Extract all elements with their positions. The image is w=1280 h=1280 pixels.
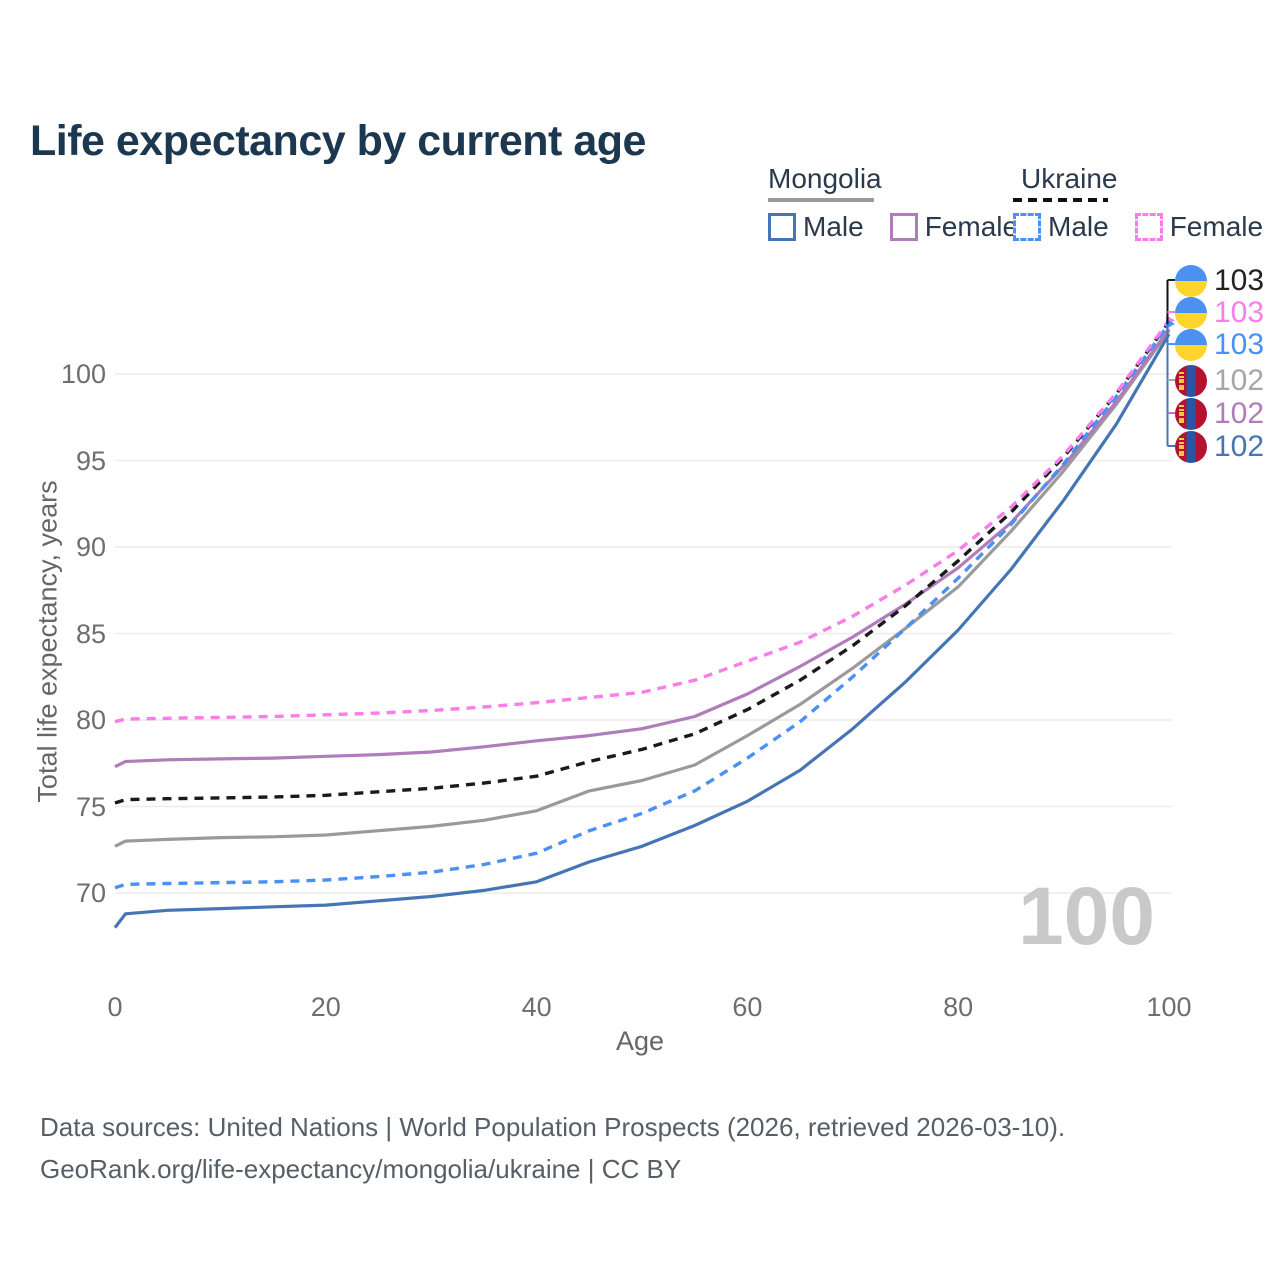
y-tick-label: 75	[75, 791, 106, 822]
series-line-mongolia-male	[113, 333, 1171, 929]
end-label-value: 103	[1214, 328, 1265, 361]
legend-label: Male	[1048, 211, 1109, 242]
ukraine-flag-icon	[1175, 265, 1207, 297]
end-label-row-ukraine-total: 103	[1175, 264, 1264, 298]
legend-underline-mongolia	[768, 198, 874, 202]
legend-label: Male	[803, 211, 864, 242]
series-line-ukraine-female	[114, 319, 1171, 724]
legend-country-ukraine: Ukraine	[1021, 163, 1118, 194]
x-tick-label: 80	[943, 992, 974, 1022]
legend-swatch-solid-purple	[889, 213, 918, 241]
soyombo-icon	[1179, 438, 1184, 456]
footer-attribution: Data sources: United Nations | World Pop…	[40, 1106, 1065, 1190]
mongolia-flag-icon	[1175, 398, 1207, 430]
ukraine-flag-icon	[1175, 297, 1207, 329]
y-tick-label: 95	[75, 445, 106, 476]
end-label-value: 103	[1214, 264, 1265, 297]
end-label-row-ukraine-male: 103	[1175, 328, 1264, 362]
x-axis-title: Age	[615, 1026, 665, 1056]
series-line-ukraine-total	[114, 321, 1171, 805]
legend-item-mongolia-female[interactable]: Female	[889, 211, 1019, 243]
end-label-value: 102	[1214, 364, 1265, 397]
end-label-value: 103	[1214, 296, 1265, 329]
ukraine-flag-icon	[1175, 329, 1207, 361]
legend-swatch-dashed-pink	[1134, 213, 1163, 241]
legend-group-mongolia: Mongolia Male Female	[768, 163, 1018, 243]
legend-country-mongolia: Mongolia	[768, 163, 882, 194]
x-tick-label: 20	[310, 992, 341, 1022]
end-label-row-ukraine-female: 103	[1175, 296, 1264, 330]
y-tick-label: 70	[75, 878, 106, 908]
x-tick-label: 100	[1146, 992, 1192, 1022]
end-label-row-mongolia-total: 102	[1175, 364, 1264, 398]
soyombo-icon	[1179, 372, 1184, 390]
mongolia-flag-icon	[1175, 431, 1207, 463]
series-line-ukraine-male	[114, 322, 1171, 890]
x-tick-label: 60	[732, 992, 763, 1022]
mongolia-flag-icon	[1175, 365, 1207, 397]
soyombo-icon	[1179, 405, 1184, 423]
end-label-row-mongolia-female: 102	[1175, 397, 1264, 431]
series-line-mongolia-female	[114, 328, 1171, 769]
y-tick-label: 80	[75, 705, 106, 735]
legend-item-ukraine-female[interactable]: Female	[1134, 211, 1264, 243]
legend-underline-ukraine	[1013, 198, 1108, 202]
footer-data-sources: Data sources: United Nations | World Pop…	[40, 1112, 1066, 1142]
footer-license: GeoRank.org/life-expectancy/mongolia/ukr…	[40, 1154, 682, 1184]
legend-swatch-dashed-blue	[1013, 213, 1041, 241]
age-watermark: 100	[1018, 871, 1155, 962]
end-label-value: 102	[1214, 430, 1265, 463]
legend-label: Female	[924, 211, 1019, 242]
page-title: Life expectancy by current age	[30, 116, 646, 165]
legend-item-ukraine-male[interactable]: Male	[1013, 211, 1109, 243]
y-tick-label: 85	[75, 618, 106, 649]
legend-label: Female	[1169, 211, 1264, 242]
legend-item-mongolia-male[interactable]: Male	[768, 211, 864, 243]
series-line-mongolia-total	[114, 329, 1171, 848]
end-label-row-mongolia-male: 102	[1175, 430, 1264, 464]
x-tick-label: 40	[521, 992, 552, 1022]
end-label-value: 102	[1214, 397, 1265, 430]
y-tick-label: 90	[75, 532, 106, 562]
legend-group-ukraine: Ukraine Male Female	[1013, 163, 1263, 243]
x-tick-label: 0	[107, 992, 123, 1022]
y-tick-label: 100	[60, 359, 106, 389]
legend-swatch-solid-blue	[768, 213, 796, 241]
